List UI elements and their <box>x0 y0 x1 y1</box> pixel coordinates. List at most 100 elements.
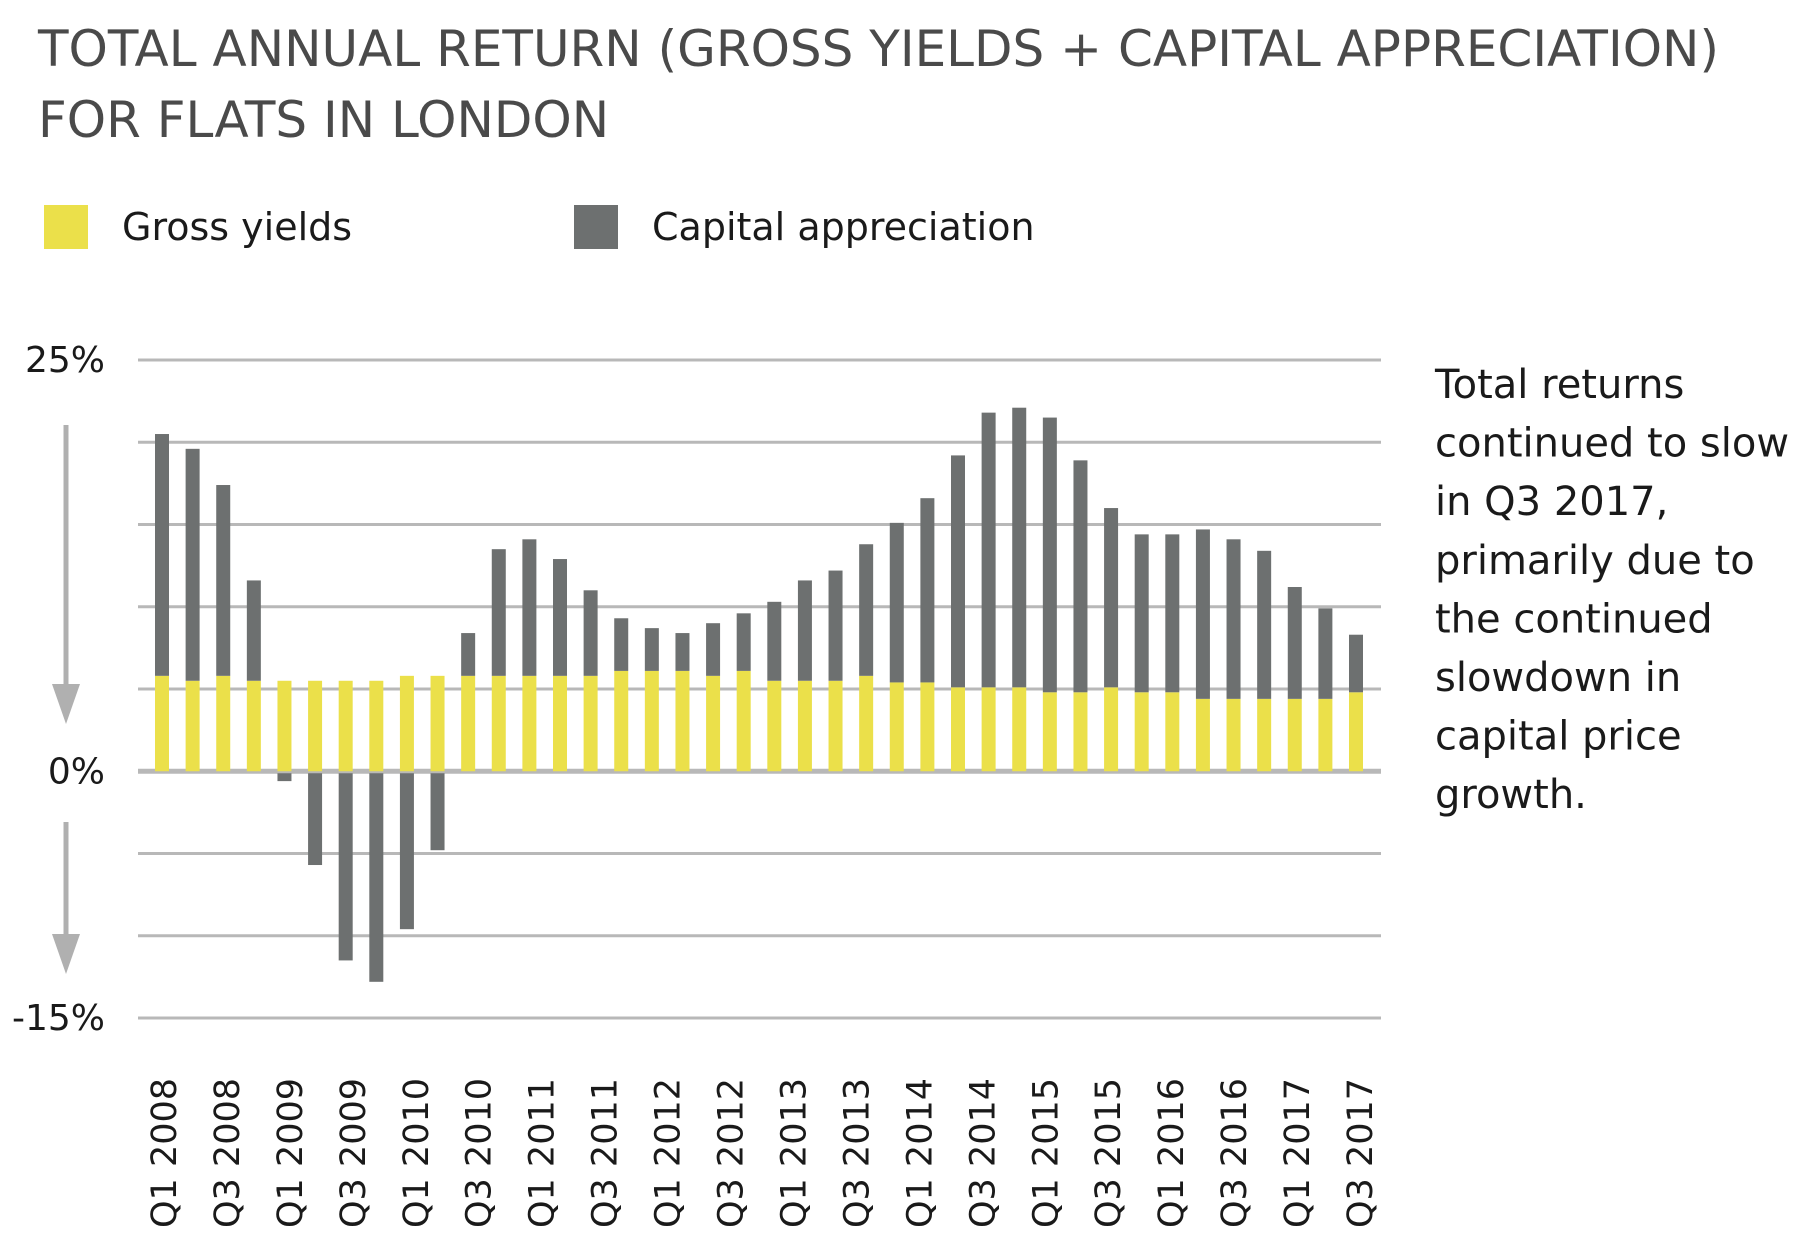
bar-gross-yields <box>644 670 659 772</box>
bar-gross-yields <box>522 675 537 772</box>
bar-gross-yields <box>736 670 751 772</box>
bar-capital-appreciation <box>369 773 384 982</box>
x-axis-ticks: Q1 2008 Q3 2008 Q1 2009 Q3 2009 Q1 2010 Q3 20… <box>145 1078 1381 1228</box>
bar-gross-yields <box>675 670 690 772</box>
bar-capital-appreciation <box>1257 550 1272 699</box>
bar-gross-yields <box>1042 692 1057 772</box>
y-tick-label: 25% <box>25 340 105 381</box>
annotation: Total returns continued to slow in Q3 2017… <box>1434 362 1789 818</box>
bar-gross-yields <box>553 675 567 772</box>
bar-gross-yields <box>1287 698 1302 772</box>
x-tick-label: Q1 2012 <box>649 1078 689 1228</box>
x-tick-label: Q1 2013 <box>774 1078 814 1228</box>
x-tick-label: Q3 2017 <box>1341 1078 1381 1228</box>
bar-capital-appreciation <box>185 448 200 681</box>
bar-gross-yields <box>1165 692 1180 772</box>
bar-capital-appreciation <box>522 539 537 676</box>
legend-label-capital-appreciation: Capital appreciation <box>652 205 1035 249</box>
bar-gross-yields <box>338 680 353 772</box>
bar-gross-yields <box>1195 698 1210 772</box>
bar-capital-appreciation <box>1287 587 1302 699</box>
bar-gross-yields <box>981 687 996 772</box>
bar-gross-yields <box>1257 698 1272 772</box>
bar-capital-appreciation <box>461 633 476 676</box>
bar-gross-yields <box>767 680 782 772</box>
bar-capital-appreciation <box>614 618 629 671</box>
x-tick-label: Q1 2016 <box>1152 1078 1192 1228</box>
bar-gross-yields <box>1349 692 1363 772</box>
bar-gross-yields <box>369 680 384 772</box>
bar-gross-yields <box>185 680 200 772</box>
direction-arrows <box>52 425 80 974</box>
x-tick-label: Q3 2015 <box>1089 1078 1129 1228</box>
bars <box>155 407 1363 982</box>
bar-capital-appreciation <box>675 633 690 671</box>
bar-capital-appreciation <box>889 522 904 683</box>
bar-gross-yields <box>1318 698 1333 772</box>
annotation-line: Total returns <box>1434 362 1684 408</box>
bar-capital-appreciation <box>1042 417 1057 693</box>
bar-gross-yields <box>706 675 721 772</box>
x-tick-label: Q1 2010 <box>397 1078 437 1228</box>
x-tick-label: Q1 2014 <box>900 1078 940 1228</box>
bar-gross-yields <box>1104 687 1119 772</box>
bar-capital-appreciation <box>216 485 231 676</box>
annotation-line: primarily due to <box>1435 538 1755 584</box>
bar-gross-yields <box>491 675 506 772</box>
bar-gross-yields <box>1226 698 1241 772</box>
x-tick-label: Q3 2008 <box>208 1078 248 1228</box>
x-tick-label: Q1 2008 <box>145 1078 185 1228</box>
legend: Gross yields Capital appreciation <box>44 205 1035 249</box>
bar-gross-yields <box>246 680 261 772</box>
legend-label-gross-yields: Gross yields <box>122 205 352 249</box>
x-tick-label: Q1 2011 <box>523 1078 563 1228</box>
annotation-line: slowdown in <box>1435 655 1681 701</box>
bar-gross-yields <box>1073 692 1088 772</box>
bar-gross-yields <box>797 680 812 772</box>
bar-capital-appreciation <box>399 773 414 930</box>
bar-capital-appreciation <box>553 559 567 676</box>
x-tick-label: Q3 2014 <box>963 1078 1003 1228</box>
bar-gross-yields <box>399 675 414 772</box>
chart-title-line-2: FOR FLATS IN LONDON <box>38 91 609 149</box>
x-tick-label: Q3 2010 <box>460 1078 500 1228</box>
y-axis-ticks: 25% 0% -15% <box>12 340 105 1039</box>
bar-gross-yields <box>308 680 323 772</box>
annotation-line: the continued <box>1435 596 1713 642</box>
bar-capital-appreciation <box>828 570 843 681</box>
arrow-down-lower-icon <box>52 934 80 974</box>
bar-capital-appreciation <box>1349 634 1363 693</box>
bar-gross-yields <box>583 675 598 772</box>
x-tick-label: Q3 2013 <box>837 1078 877 1228</box>
bar-gross-yields <box>430 675 445 772</box>
bar-capital-appreciation <box>706 623 721 676</box>
bar-gross-yields <box>859 675 874 772</box>
bar-gross-yields <box>216 675 231 772</box>
chart-title: TOTAL ANNUAL RETURN (GROSS YIELDS + CAPI… <box>37 20 1719 149</box>
annotation-line: continued to slow <box>1435 421 1789 467</box>
bar-gross-yields <box>614 670 629 772</box>
bar-capital-appreciation <box>1073 460 1088 693</box>
bar-capital-appreciation <box>155 434 169 676</box>
bar-capital-appreciation <box>338 773 353 961</box>
bar-capital-appreciation <box>430 773 445 851</box>
gridlines <box>138 358 1381 1020</box>
y-tick-label: 0% <box>48 751 105 792</box>
bar-capital-appreciation <box>583 590 598 676</box>
bar-gross-yields <box>828 680 843 772</box>
bar-capital-appreciation <box>1012 407 1027 688</box>
bar-capital-appreciation <box>1226 539 1241 699</box>
bar-gross-yields <box>951 687 965 772</box>
bar-capital-appreciation <box>951 455 965 688</box>
bar-capital-appreciation <box>277 773 292 782</box>
bar-capital-appreciation <box>246 580 261 681</box>
x-tick-label: Q1 2017 <box>1278 1078 1318 1228</box>
bar-capital-appreciation <box>491 549 506 676</box>
bar-capital-appreciation <box>644 628 659 671</box>
x-tick-label: Q1 2015 <box>1026 1078 1066 1228</box>
bar-capital-appreciation <box>1104 508 1119 688</box>
arrow-down-upper-icon <box>52 684 80 724</box>
annotation-line: growth. <box>1435 772 1587 818</box>
bar-gross-yields <box>889 682 904 772</box>
